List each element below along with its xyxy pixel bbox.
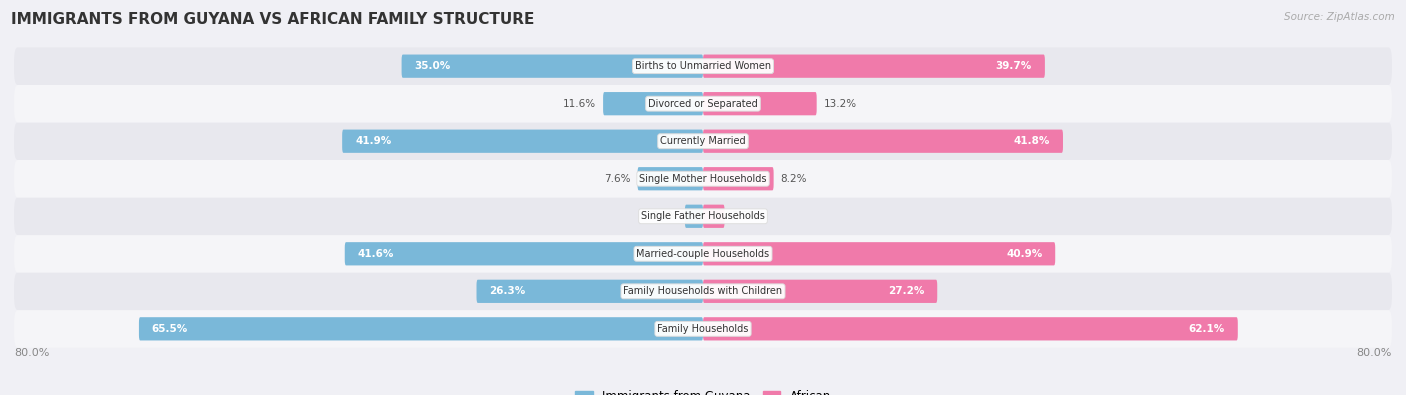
FancyBboxPatch shape [139,317,703,340]
Text: Currently Married: Currently Married [661,136,745,146]
Text: 2.1%: 2.1% [651,211,678,221]
Text: 62.1%: 62.1% [1188,324,1225,334]
Text: Births to Unmarried Women: Births to Unmarried Women [636,61,770,71]
FancyBboxPatch shape [703,242,1056,265]
Text: 41.6%: 41.6% [357,249,394,259]
FancyBboxPatch shape [14,47,1392,85]
FancyBboxPatch shape [703,55,1045,78]
FancyBboxPatch shape [14,235,1392,273]
FancyBboxPatch shape [342,130,703,153]
Text: Single Father Households: Single Father Households [641,211,765,221]
FancyBboxPatch shape [703,130,1063,153]
FancyBboxPatch shape [703,92,817,115]
FancyBboxPatch shape [685,205,703,228]
FancyBboxPatch shape [703,167,773,190]
FancyBboxPatch shape [703,280,938,303]
Text: 65.5%: 65.5% [152,324,188,334]
Text: 26.3%: 26.3% [489,286,526,296]
FancyBboxPatch shape [14,273,1392,310]
Text: 35.0%: 35.0% [415,61,451,71]
Text: 40.9%: 40.9% [1007,249,1042,259]
FancyBboxPatch shape [14,160,1392,198]
Text: 41.8%: 41.8% [1014,136,1050,146]
FancyBboxPatch shape [14,198,1392,235]
Text: 41.9%: 41.9% [356,136,391,146]
Text: 11.6%: 11.6% [562,99,596,109]
Legend: Immigrants from Guyana, African: Immigrants from Guyana, African [571,385,835,395]
FancyBboxPatch shape [14,122,1392,160]
FancyBboxPatch shape [477,280,703,303]
Text: 27.2%: 27.2% [889,286,924,296]
FancyBboxPatch shape [14,310,1392,348]
Text: Family Households with Children: Family Households with Children [623,286,783,296]
FancyBboxPatch shape [703,205,724,228]
Text: IMMIGRANTS FROM GUYANA VS AFRICAN FAMILY STRUCTURE: IMMIGRANTS FROM GUYANA VS AFRICAN FAMILY… [11,12,534,27]
FancyBboxPatch shape [14,85,1392,122]
FancyBboxPatch shape [344,242,703,265]
Text: Married-couple Households: Married-couple Households [637,249,769,259]
Text: 2.5%: 2.5% [731,211,758,221]
Text: 13.2%: 13.2% [824,99,856,109]
Text: 80.0%: 80.0% [1357,348,1392,357]
FancyBboxPatch shape [402,55,703,78]
Text: Source: ZipAtlas.com: Source: ZipAtlas.com [1284,12,1395,22]
Text: Family Households: Family Households [658,324,748,334]
Text: 80.0%: 80.0% [14,348,49,357]
Text: Single Mother Households: Single Mother Households [640,174,766,184]
FancyBboxPatch shape [603,92,703,115]
Text: 39.7%: 39.7% [995,61,1032,71]
Text: Divorced or Separated: Divorced or Separated [648,99,758,109]
Text: 7.6%: 7.6% [605,174,631,184]
Text: 8.2%: 8.2% [780,174,807,184]
FancyBboxPatch shape [703,317,1237,340]
FancyBboxPatch shape [637,167,703,190]
